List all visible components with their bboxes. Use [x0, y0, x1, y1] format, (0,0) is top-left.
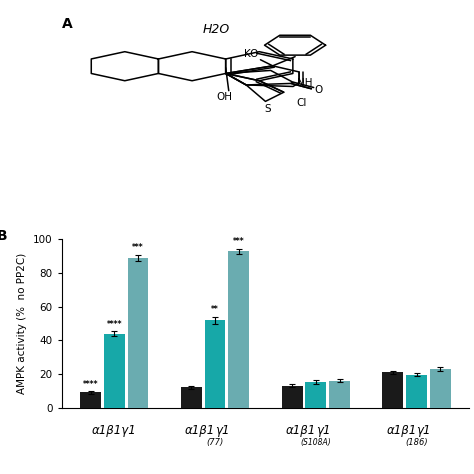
Text: γ1: γ1 [417, 424, 431, 438]
Text: α1β1: α1β1 [185, 424, 215, 438]
Text: (186): (186) [405, 438, 428, 447]
Bar [104, 334, 125, 408]
Text: H2O: H2O [203, 23, 230, 36]
Bar [205, 320, 226, 408]
Text: S: S [264, 104, 271, 114]
Bar [329, 381, 350, 408]
Text: **: ** [211, 305, 219, 314]
Text: ***: *** [233, 237, 245, 246]
Text: ****: **** [107, 319, 122, 328]
Text: NH: NH [297, 78, 313, 88]
Bar [80, 392, 101, 408]
Bar [430, 369, 451, 408]
Text: ***: *** [132, 243, 144, 252]
Text: γ1: γ1 [215, 424, 229, 438]
Text: A: A [62, 17, 73, 31]
Text: O: O [315, 84, 323, 94]
Text: α1β1: α1β1 [386, 424, 417, 438]
Bar [228, 251, 249, 408]
Text: α1β1: α1β1 [285, 424, 316, 438]
Y-axis label: AMPK activity (%  no PP2C): AMPK activity (% no PP2C) [18, 253, 27, 394]
Text: B: B [0, 229, 7, 243]
Text: OH: OH [217, 92, 233, 102]
Bar [282, 386, 302, 408]
Bar [406, 375, 427, 408]
Text: α1β1γ1: α1β1γ1 [92, 424, 137, 438]
Text: γ1: γ1 [316, 424, 330, 438]
Bar [383, 372, 403, 408]
Text: (77): (77) [207, 438, 224, 447]
Text: KO: KO [244, 49, 258, 59]
Text: ****: **** [83, 380, 98, 389]
Bar [305, 382, 326, 408]
Text: Cl: Cl [296, 98, 306, 108]
Bar [181, 387, 202, 408]
Bar [128, 258, 148, 408]
Text: (S108A): (S108A) [301, 438, 331, 447]
